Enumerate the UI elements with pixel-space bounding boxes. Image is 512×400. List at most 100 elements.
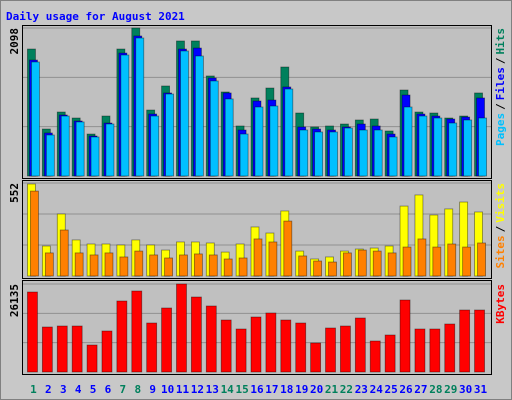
bar xyxy=(299,129,309,177)
x-tick-label: 6 xyxy=(105,383,112,396)
bar xyxy=(313,260,323,277)
bar xyxy=(265,312,277,373)
bar xyxy=(31,61,40,177)
bar xyxy=(59,229,69,277)
x-tick-label: 28 xyxy=(429,383,442,396)
bar xyxy=(44,252,54,277)
x-tick-label: 12 xyxy=(191,383,204,396)
legend-separator: / xyxy=(494,103,507,110)
bar xyxy=(190,296,202,373)
bar xyxy=(205,305,217,373)
bar xyxy=(433,117,443,177)
bar xyxy=(357,249,367,277)
bar xyxy=(310,342,322,373)
bar xyxy=(224,98,234,177)
bar xyxy=(417,238,427,277)
bar xyxy=(149,254,159,277)
bar xyxy=(369,340,381,373)
x-tick-label: 23 xyxy=(355,383,368,396)
bar xyxy=(116,300,128,373)
legend: Sites / Visits xyxy=(494,183,507,269)
bar xyxy=(418,115,428,177)
bar xyxy=(71,325,83,373)
bar xyxy=(209,80,219,177)
bar xyxy=(269,105,279,177)
bar xyxy=(135,37,145,177)
bar xyxy=(340,325,351,373)
legend-entry: KBytes xyxy=(494,284,507,324)
bar xyxy=(194,55,204,177)
x-tick-label: 3 xyxy=(60,383,67,396)
bar xyxy=(254,106,264,177)
bar xyxy=(193,253,203,277)
bar xyxy=(384,334,396,373)
x-tick-label: 4 xyxy=(75,383,82,396)
bar xyxy=(448,122,458,177)
bar xyxy=(104,252,114,277)
y-tick-label: 552 xyxy=(8,183,21,203)
x-tick-label: 5 xyxy=(90,383,97,396)
x-tick-label: 10 xyxy=(161,383,174,396)
bar xyxy=(119,256,129,277)
bar xyxy=(268,241,278,277)
bar xyxy=(131,290,143,373)
bar xyxy=(179,254,188,277)
bar xyxy=(75,121,85,177)
bar xyxy=(86,344,98,373)
bar xyxy=(459,309,471,373)
bar xyxy=(60,115,70,177)
legend-separator: / xyxy=(494,225,507,232)
bar xyxy=(432,246,442,277)
bar xyxy=(295,322,307,373)
bar xyxy=(30,190,39,277)
bar xyxy=(41,326,53,373)
bar xyxy=(477,242,486,277)
bar xyxy=(414,328,426,373)
x-tick-label: 29 xyxy=(444,383,457,396)
bar xyxy=(134,250,144,277)
bar xyxy=(45,134,55,177)
x-tick-label: 16 xyxy=(250,383,264,396)
x-tick-label: 15 xyxy=(235,383,248,396)
x-tick-label: 19 xyxy=(295,383,308,396)
bar xyxy=(176,283,187,373)
bar xyxy=(328,261,337,277)
legend: Pages / Files / Hits xyxy=(494,28,507,146)
x-tick-label: 24 xyxy=(370,383,384,396)
bar xyxy=(220,319,232,373)
x-tick-label: 21 xyxy=(325,383,339,396)
bar xyxy=(462,246,472,277)
bar xyxy=(283,220,293,277)
bar xyxy=(429,328,441,373)
bar xyxy=(463,119,473,177)
bar xyxy=(354,317,366,373)
bar xyxy=(180,50,189,177)
legend-separator: / xyxy=(494,57,507,64)
bar xyxy=(223,258,233,277)
x-tick-label: 31 xyxy=(474,383,488,396)
y-tick-label: 26135 xyxy=(8,284,21,317)
bar xyxy=(325,327,336,373)
bar xyxy=(403,106,413,177)
bar xyxy=(387,252,397,277)
bar xyxy=(235,328,247,373)
bar xyxy=(208,254,218,277)
chart-title: Daily usage for August 2021 xyxy=(6,10,185,23)
bar xyxy=(373,129,383,177)
x-tick-label: 30 xyxy=(459,383,472,396)
bar xyxy=(165,93,174,177)
bar xyxy=(27,291,38,373)
legend-entry: Pages xyxy=(494,113,507,146)
bar xyxy=(344,127,353,177)
bar xyxy=(343,252,352,277)
bar xyxy=(399,299,411,373)
bar xyxy=(239,133,249,177)
bar xyxy=(478,117,487,177)
legend-entry: Hits xyxy=(494,28,507,55)
bar xyxy=(90,136,100,177)
x-tick-label: 27 xyxy=(414,383,427,396)
x-tick-label: 2 xyxy=(45,383,52,396)
bar xyxy=(146,322,158,373)
bar xyxy=(358,129,368,177)
